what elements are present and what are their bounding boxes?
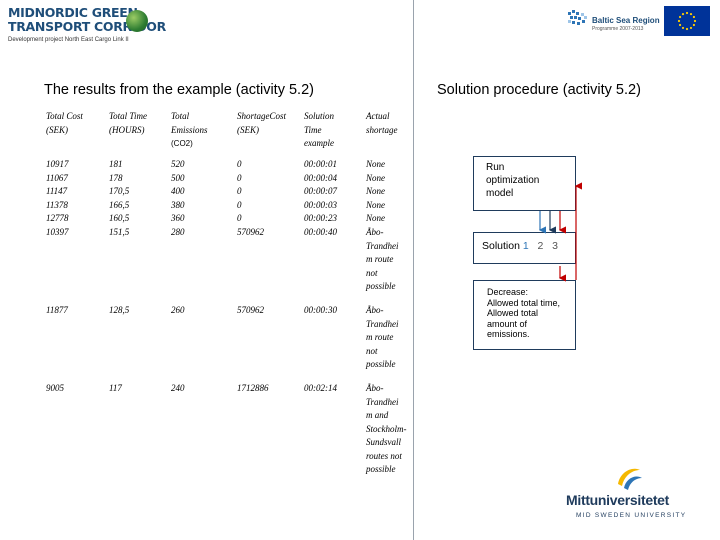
eu-star	[689, 26, 693, 30]
procedure-title: Solution procedure (activity 5.2)	[437, 82, 641, 98]
university-name: Mittuniversitetet	[566, 492, 670, 508]
mittuniversitetet-logo: Mittuniversitetet MID SWEDEN UNIVERSITY	[566, 462, 696, 526]
decrease-line4: amount of	[487, 318, 528, 329]
decrease-line3: Allowed total	[487, 308, 539, 319]
baltic-sea-region-logo: Baltic Sea Region Programme 2007-2013	[566, 6, 660, 36]
midnordic-logo: MIDNORDIC GREEN TRANSPORT CORRIDOR Devel…	[8, 5, 166, 58]
cell-solution-time-list: 00:00:01 00:00:04 00:00:07 00:00:03 00:00:23…	[304, 159, 337, 237]
cell-total-time: 128,5	[109, 304, 130, 315]
globe-icon	[126, 10, 148, 32]
header-actual-shortage: Actual shortage	[366, 111, 398, 135]
eu-star	[685, 27, 689, 31]
header-solution-time: Solution Time example	[304, 111, 335, 149]
cell-total-cost-list: 10917 11067 11147 11378 12778 10397	[46, 159, 69, 237]
cell-total-time-list: 181 178 170,5 166,5 160,5 151,5	[109, 159, 130, 237]
eu-star	[678, 15, 682, 19]
header-shortage-cost: ShortageCost (SEK)	[237, 111, 287, 135]
cell-emissions: 260	[171, 304, 185, 315]
solution-number-3: 3	[552, 240, 558, 252]
results-table: Total Cost (SEK) Total Time (HOURS) Total E…	[44, 110, 414, 477]
cell-actual-shortage: Åbo- Trandhei m route not possible	[366, 304, 399, 370]
eu-star	[693, 19, 697, 23]
decrease-line2: Allowed total time,	[487, 297, 561, 308]
baltic-title: Baltic Sea Region	[592, 16, 660, 25]
eu-flag-icon	[664, 6, 710, 36]
cell-total-time: 117	[109, 382, 122, 393]
cell-actual-shortage: Åbo- Trandhei m and Stockholm- Sundsvall rout…	[366, 382, 407, 475]
table-row-block1: 10917 11067 11147 11378 12778 10397 181 178 170…	[44, 158, 414, 294]
vertical-divider	[413, 0, 414, 540]
eu-star	[685, 11, 689, 15]
cell-total-cost: 11877	[46, 304, 68, 315]
baltic-wave-icon	[568, 10, 587, 25]
header-total-time: Total Time (HOURS)	[109, 111, 147, 135]
logo-line1: MIDNORDIC GREEN	[8, 5, 138, 20]
run-line1: Run	[486, 162, 505, 173]
eu-star	[692, 23, 696, 27]
solution-number-2: 2	[537, 240, 544, 252]
table-row-2: 11877 128,5 260 570962 00:00:30 Åbo- Tran…	[44, 304, 414, 372]
cell-total-cost: 9005	[46, 382, 64, 393]
table-row-3: 9005 117 240 1712886 00:02:14 Åbo- Trandh…	[44, 382, 414, 477]
decrease-line1: Decrease:	[487, 287, 529, 297]
solution-label: Solution	[482, 240, 520, 252]
flow-arrows	[538, 182, 582, 282]
cell-emissions: 240	[171, 382, 185, 393]
header-total-cost: Total Cost (SEK)	[46, 111, 83, 135]
eu-star	[692, 15, 696, 19]
decrease-line5: emissions.	[487, 329, 530, 340]
eu-star	[689, 12, 693, 16]
eu-star	[681, 12, 685, 16]
run-line2: optimization	[486, 175, 540, 186]
eu-star	[677, 19, 681, 23]
cell-emissions-list: 520 500 400 380 360 280	[171, 159, 185, 237]
run-line3: model	[486, 188, 514, 199]
university-mark-icon	[618, 468, 642, 490]
solution-number-1: 1	[522, 240, 529, 252]
cell-shortage-cost-list: 0 0 0 0 0 570962	[237, 159, 264, 237]
header-total-emissions: Total Emissions (CO2)	[171, 111, 208, 149]
cell-shortage-cost: 1712886	[237, 382, 269, 393]
table-header-row: Total Cost (SEK) Total Time (HOURS) Total E…	[44, 110, 414, 158]
baltic-subtitle: Programme 2007-2013	[592, 26, 644, 32]
eu-star	[678, 23, 682, 27]
results-title: The results from the example (activity 5…	[44, 82, 314, 98]
decrease-box: Decrease: Allowed total time, Allowed to…	[473, 280, 576, 350]
eu-star	[681, 26, 685, 30]
cell-solution-time: 00:02:14	[304, 382, 337, 393]
cell-solution-time: 00:00:30	[304, 304, 337, 315]
university-name-english: MID SWEDEN UNIVERSITY	[576, 512, 687, 519]
cell-shortage-cost: 570962	[237, 304, 264, 315]
logo-subtitle: Development project North East Cargo Lin…	[8, 37, 129, 43]
cell-actual-shortage-list: None None None None None Åbo- Trandhei m route…	[366, 159, 399, 292]
